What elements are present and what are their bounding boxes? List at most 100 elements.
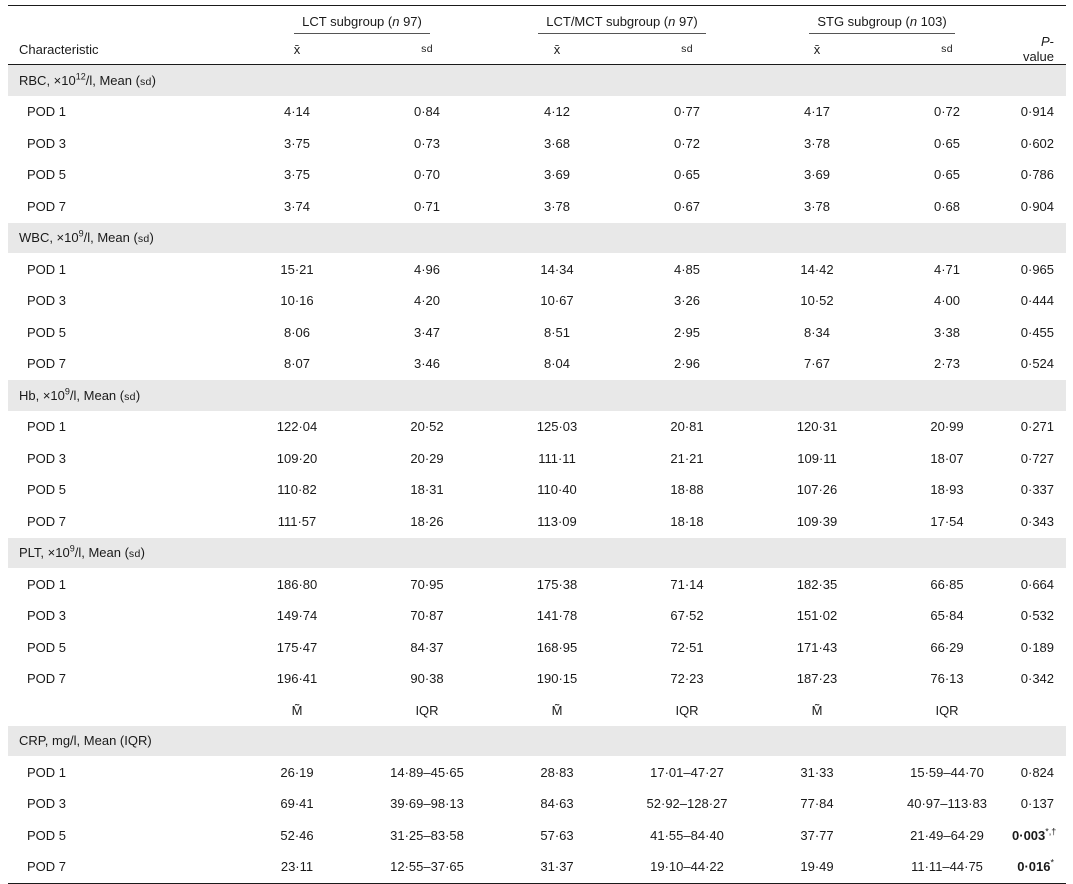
table-body: RBC, ×1012/l, Mean (sd) POD 1 4·14 0·84 4·12…	[8, 65, 1067, 883]
row-label: POD 1	[8, 411, 232, 443]
table-cell: 66·29	[882, 631, 1013, 664]
section-label: PLT, ×109/l, Mean (sd)	[8, 537, 1067, 569]
table-cell: 52·92–128·27	[622, 788, 753, 820]
table-cell: 7·67	[752, 348, 883, 380]
table-cell: 111·57	[232, 505, 362, 538]
table-row: POD 1 122·04 20·52 125·03 20·81 120·31 20·99 0·…	[8, 411, 1067, 443]
row-label: POD 1	[8, 96, 232, 128]
table-cell: 125·03	[492, 411, 623, 443]
table-row: POD 7 3·74 0·71 3·78 0·67 3·78 0·68 0·904	[8, 190, 1067, 223]
p-value-cell: 0·455	[1012, 316, 1067, 349]
p-value-cell: 0·524	[1012, 348, 1067, 380]
table-cell: 15·21	[232, 253, 362, 286]
table-cell: 3·26	[622, 285, 753, 317]
p-value-cell: 0·532	[1012, 600, 1067, 632]
p-value-cell: 0·003*,†	[1012, 819, 1067, 852]
p-value-cell: 0·337	[1012, 474, 1067, 506]
section-label: RBC, ×1012/l, Mean (sd)	[8, 65, 1067, 97]
table-cell: 2·73	[882, 348, 1013, 380]
table-cell: 19·10–44·22	[622, 851, 753, 883]
p-value-cell: 0·664	[1012, 568, 1067, 601]
table-cell: 0·65	[882, 127, 1013, 160]
table-cell: 11·11–44·75	[882, 851, 1013, 883]
table-cell: 40·97–113·83	[882, 788, 1013, 820]
table-cell: 0·68	[882, 190, 1013, 223]
row-label: POD 3	[8, 127, 232, 160]
table-top-rule	[8, 5, 1066, 6]
table-cell: 18·93	[882, 474, 1013, 506]
table-cell: 0·67	[622, 190, 753, 223]
table-cell: 111·11	[492, 442, 623, 475]
row-label: POD 5	[8, 819, 232, 852]
p-value-header: P-value	[1022, 34, 1055, 64]
table-cell: 3·74	[232, 190, 362, 223]
table-cell: 26·19	[232, 756, 362, 789]
table-cell: 31·37	[492, 851, 623, 883]
table-cell: 23·11	[232, 851, 362, 883]
table-cell: 65·84	[882, 600, 1013, 632]
table-cell: 3·47	[362, 316, 493, 349]
table-row: POD 7 8·07 3·46 8·04 2·96 7·67 2·73 0·524	[8, 348, 1067, 380]
table-cell: 10·16	[232, 285, 362, 317]
mean-header: x̄	[553, 41, 561, 57]
table-cell: 3·38	[882, 316, 1013, 349]
section-label: CRP, mg/l, Mean (IQR)	[8, 725, 1067, 757]
section-row: PLT, ×109/l, Mean (sd)	[8, 537, 1067, 569]
table-cell: 14·89–45·65	[362, 756, 493, 789]
table-cell: 8·07	[232, 348, 362, 380]
row-label: POD 7	[8, 851, 232, 883]
mean-header: x̄	[293, 41, 301, 57]
table-cell: 10·67	[492, 285, 623, 317]
table-cell: 4·17	[752, 96, 883, 128]
iqr-header: IQR	[675, 702, 699, 718]
table-row: POD 1 4·14 0·84 4·12 0·77 4·17 0·72 0·914	[8, 96, 1067, 128]
row-label: POD 7	[8, 190, 232, 223]
row-label: POD 1	[8, 253, 232, 286]
section-row: CRP, mg/l, Mean (IQR)	[8, 725, 1067, 757]
table-cell: 90·38	[362, 663, 493, 695]
row-label: POD 7	[8, 348, 232, 380]
table-cell: 10·52	[752, 285, 883, 317]
table-cell: 4·20	[362, 285, 493, 317]
table-cell: 3·69	[492, 159, 623, 191]
p-value-cell: 0·904	[1012, 190, 1067, 223]
table-cell: 18·31	[362, 474, 493, 506]
table-cell: 70·95	[362, 568, 493, 601]
table-cell: 8·06	[232, 316, 362, 349]
table-cell: 122·04	[232, 411, 362, 443]
table-cell: 21·49–64·29	[882, 819, 1013, 852]
table-cell: 72·23	[622, 663, 753, 695]
table-cell: 70·87	[362, 600, 493, 632]
table-cell: 109·20	[232, 442, 362, 475]
p-value-cell: 0·965	[1012, 253, 1067, 286]
table-cell: 4·14	[232, 96, 362, 128]
table-cell: 3·46	[362, 348, 493, 380]
table-cell: 0·65	[882, 159, 1013, 191]
p-value-cell: 0·016*	[1012, 851, 1067, 883]
table-cell: 20·52	[362, 411, 493, 443]
table-cell: 20·99	[882, 411, 1013, 443]
table-cell: 120·31	[752, 411, 883, 443]
table-cell: 8·34	[752, 316, 883, 349]
table-cell: 57·63	[492, 819, 623, 852]
row-label: POD 3	[8, 788, 232, 820]
table-cell: 190·15	[492, 663, 623, 695]
table-cell: 17·54	[882, 505, 1013, 538]
sd-header: sd	[941, 43, 953, 55]
table-cell: 0·71	[362, 190, 493, 223]
table-cell: 21·21	[622, 442, 753, 475]
table-row: POD 3 3·75 0·73 3·68 0·72 3·78 0·65 0·602	[8, 127, 1067, 160]
table-cell: 14·42	[752, 253, 883, 286]
table-cell: 2·96	[622, 348, 753, 380]
p-value-cell: 0·824	[1012, 756, 1067, 789]
table-cell: 0·84	[362, 96, 493, 128]
table-cell: 175·47	[232, 631, 362, 664]
table-row: POD 3 149·74 70·87 141·78 67·52 151·02 65·84 0·…	[8, 600, 1067, 632]
results-table-container: LCT subgroup (n 97) LCT/MCT subgroup (n …	[8, 0, 1067, 884]
table-cell: 12·55–37·65	[362, 851, 493, 883]
table-cell: 0·73	[362, 127, 493, 160]
table-cell: 3·75	[232, 159, 362, 191]
section-row: WBC, ×109/l, Mean (sd)	[8, 222, 1067, 254]
table-row: POD 1 15·21 4·96 14·34 4·85 14·42 4·71 0·965	[8, 253, 1067, 286]
table-cell: 15·59–44·70	[882, 756, 1013, 789]
